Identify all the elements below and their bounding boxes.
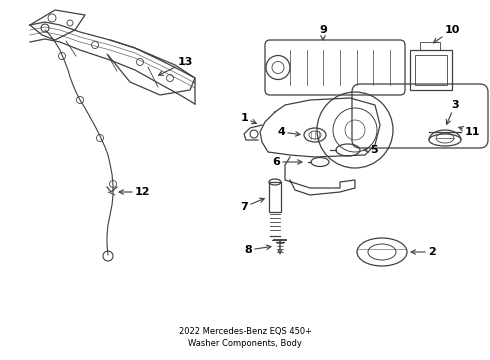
Text: 11: 11 bbox=[459, 127, 481, 137]
Bar bbox=[410, 50, 452, 90]
Text: 2: 2 bbox=[411, 247, 436, 257]
Text: 6: 6 bbox=[272, 157, 302, 167]
Text: 1: 1 bbox=[240, 113, 256, 123]
Text: 12: 12 bbox=[119, 187, 150, 197]
Text: 5: 5 bbox=[364, 145, 378, 155]
Text: 8: 8 bbox=[244, 245, 271, 255]
Text: 10: 10 bbox=[433, 25, 461, 43]
Bar bbox=[415, 55, 447, 85]
Text: 13: 13 bbox=[159, 57, 194, 75]
Text: 4: 4 bbox=[277, 127, 300, 137]
Text: 9: 9 bbox=[319, 25, 327, 40]
Bar bbox=[269, 182, 281, 212]
Text: 7: 7 bbox=[240, 198, 264, 212]
Bar bbox=[420, 42, 440, 50]
Text: 3: 3 bbox=[446, 100, 459, 124]
Text: 2022 Mercedes-Benz EQS 450+
Washer Components, Body: 2022 Mercedes-Benz EQS 450+ Washer Compo… bbox=[178, 327, 312, 348]
